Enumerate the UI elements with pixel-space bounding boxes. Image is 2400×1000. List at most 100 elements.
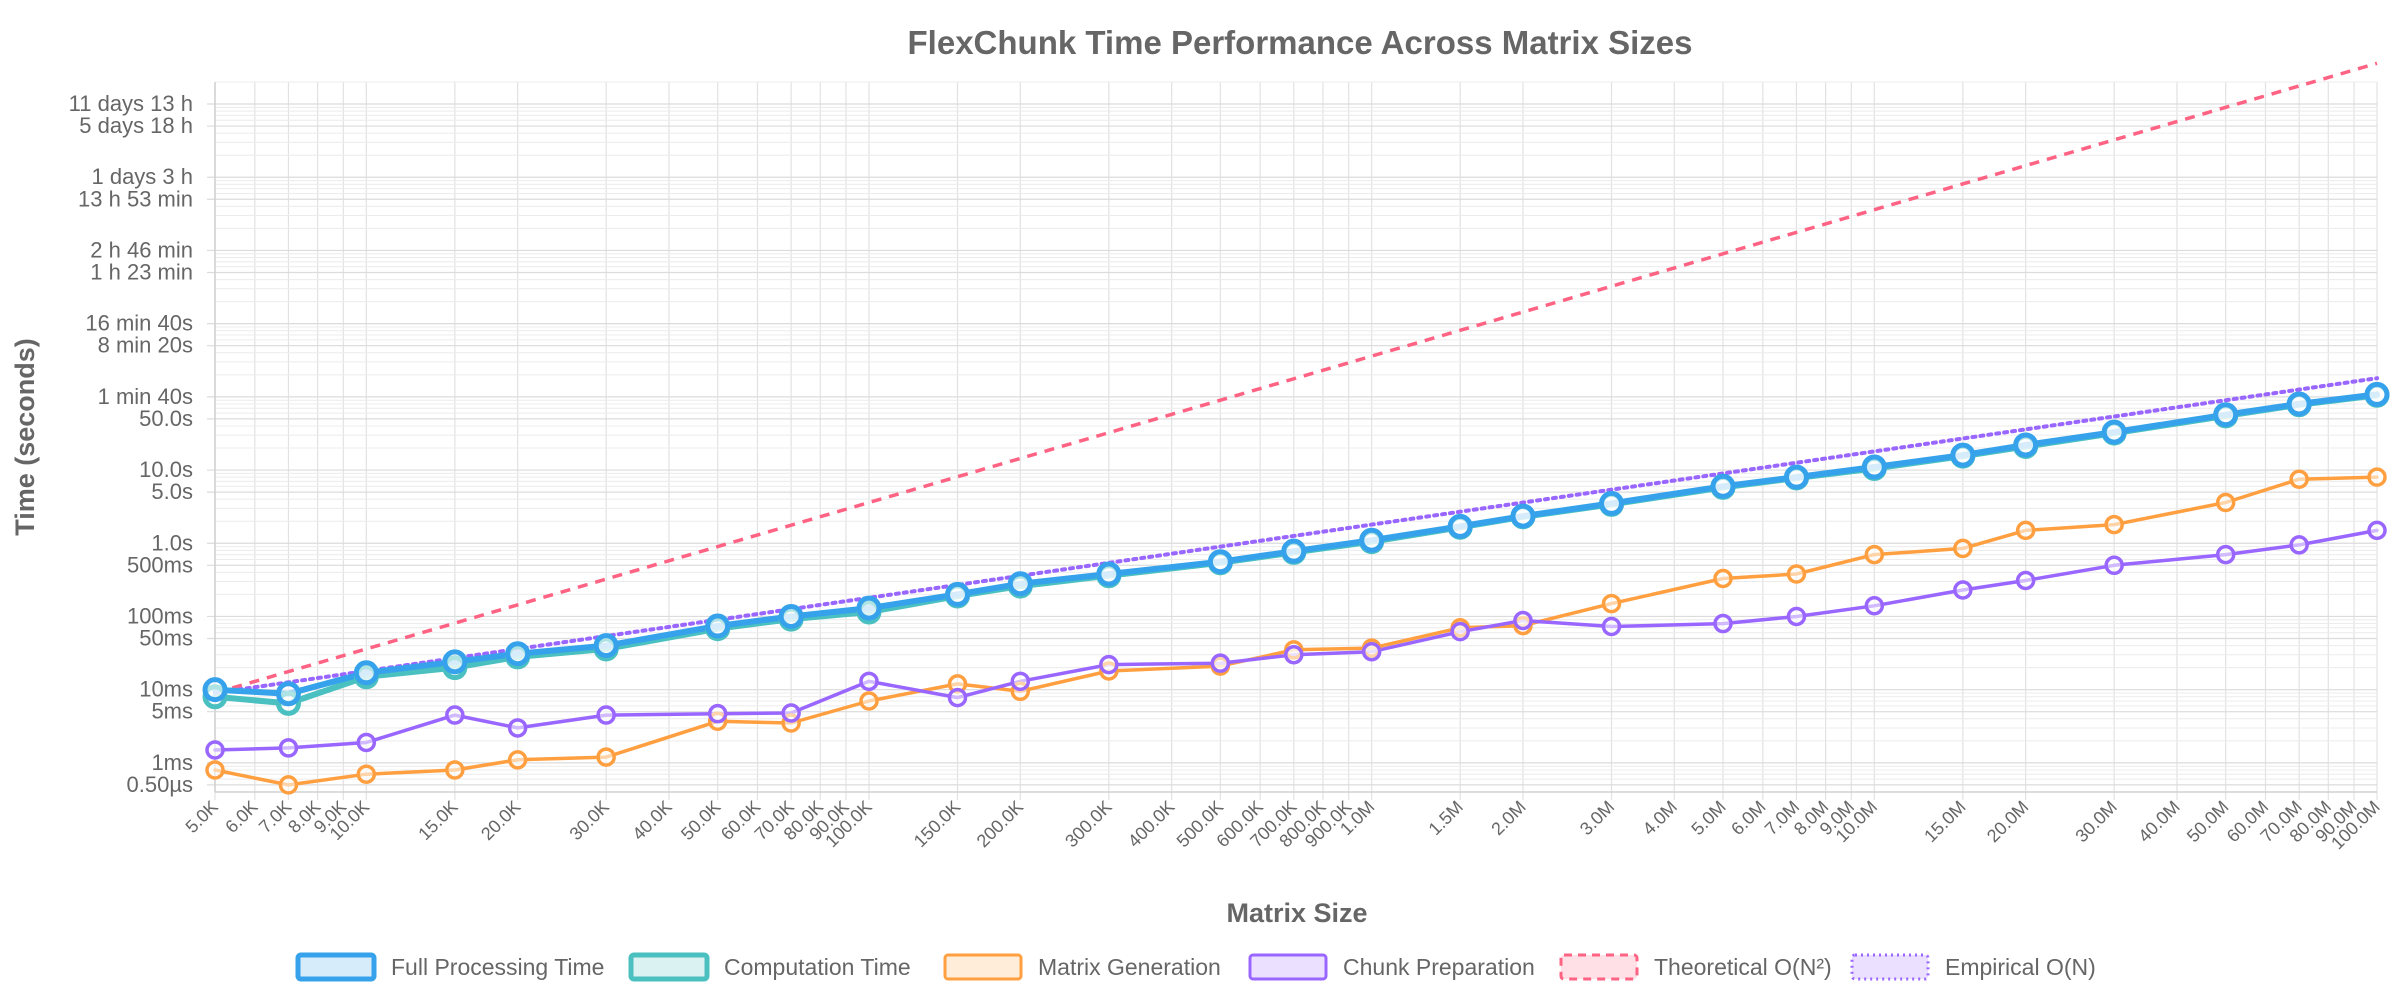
series-line-theoretical-o-n	[214, 61, 2378, 695]
data-point-full-processing-time	[705, 613, 731, 639]
y-tick-label: 5.0s	[151, 479, 193, 504]
y-tick-label: 10ms	[139, 677, 193, 702]
legend-item-full-processing-time: Full Processing Time	[295, 952, 604, 982]
data-point-matrix-generation	[596, 747, 616, 767]
legend-label: Matrix Generation	[1038, 954, 1221, 980]
data-point-full-processing-time	[2213, 402, 2239, 428]
data-point-chunk-preparation	[2215, 544, 2236, 565]
y-tick-label: 1 h 23 min	[90, 259, 193, 284]
data-point-full-processing-time	[1447, 513, 1473, 539]
data-point-full-processing-time	[2286, 391, 2312, 417]
data-point-full-processing-time	[856, 595, 882, 621]
data-point-full-processing-time	[945, 581, 971, 607]
data-point-chunk-preparation	[356, 732, 377, 753]
x-tick-label: 150.0K	[910, 797, 964, 851]
data-point-matrix-generation	[1713, 568, 1733, 589]
y-tick-label: 100ms	[127, 603, 193, 628]
legend-swatch	[1248, 953, 1328, 981]
legend-label: Empirical O(N)	[1945, 954, 2096, 980]
y-tick-label: 50ms	[139, 625, 193, 650]
data-point-chunk-preparation	[1953, 580, 1973, 600]
x-tick-label: 40.0K	[628, 797, 675, 844]
y-tick-label: 1 days 3 h	[91, 164, 193, 189]
y-tick-label: 13 h 53 min	[78, 186, 193, 211]
data-point-matrix-generation	[1601, 593, 1622, 614]
series-lines	[212, 61, 2380, 787]
y-tick-label: 5ms	[151, 699, 193, 724]
legend-swatch	[295, 952, 377, 982]
data-point-chunk-preparation	[1099, 654, 1119, 675]
data-point-full-processing-time	[1598, 490, 1624, 516]
data-point-matrix-generation	[356, 764, 377, 784]
y-tick-label: 1 min 40s	[98, 384, 193, 409]
data-point-full-processing-time	[202, 677, 228, 703]
x-tick-label: 50.0M	[2183, 797, 2233, 847]
x-tick-label: 15.0M	[1920, 797, 1970, 847]
data-point-full-processing-time	[1359, 527, 1385, 553]
data-point-full-processing-time	[1281, 538, 1307, 564]
legend-label: Chunk Preparation	[1343, 954, 1535, 980]
legend-swatch	[1850, 953, 1930, 981]
x-tick-label: 20.0M	[1983, 797, 2033, 847]
legend-item-theoretical-o-n: Theoretical O(N²)	[1559, 953, 1832, 981]
data-point-chunk-preparation	[947, 687, 968, 708]
x-tick-label: 30.0K	[566, 797, 613, 844]
data-point-full-processing-time	[1007, 571, 1033, 597]
x-tick-label: 50.0K	[677, 797, 724, 844]
x-tick-label: 2.0M	[1487, 797, 1529, 839]
data-point-matrix-generation	[2104, 514, 2124, 535]
data-point-chunk-preparation	[507, 718, 528, 738]
x-tick-label: 300.0K	[1061, 797, 1115, 851]
data-point-chunk-preparation	[445, 705, 465, 725]
data-point-chunk-preparation	[1010, 671, 1031, 692]
y-axis-title: Time (seconds)	[10, 338, 40, 536]
x-tick-label: 6.0K	[221, 797, 261, 837]
x-tick-label: 3.0M	[1576, 797, 1618, 839]
data-point-full-processing-time	[2364, 381, 2390, 407]
data-point-matrix-generation	[2367, 467, 2387, 487]
y-tick-label: 16 min 40s	[85, 311, 193, 336]
data-point-full-processing-time	[1510, 503, 1536, 529]
data-point-chunk-preparation	[1210, 653, 1231, 673]
y-tick-label: 1.0s	[151, 530, 193, 555]
data-point-full-processing-time	[1861, 454, 1887, 480]
data-point-matrix-generation	[445, 760, 465, 780]
data-point-chunk-preparation	[278, 738, 299, 758]
legend-label: Computation Time	[724, 954, 911, 980]
data-point-chunk-preparation	[1284, 644, 1304, 665]
data-point-chunk-preparation	[707, 703, 728, 724]
legend-item-computation-time: Computation Time	[628, 952, 911, 982]
data-point-chunk-preparation	[2367, 520, 2387, 541]
data-point-chunk-preparation	[1513, 610, 1533, 631]
data-point-chunk-preparation	[2015, 570, 2036, 591]
x-tick-label: 6.0M	[1727, 797, 1769, 839]
x-tick-label: 5.0M	[1687, 797, 1729, 839]
data-point-full-processing-time	[1950, 442, 1976, 468]
data-point-full-processing-time	[2101, 419, 2127, 445]
data-point-chunk-preparation	[1713, 613, 1733, 634]
data-point-chunk-preparation	[859, 671, 879, 692]
data-point-matrix-generation	[1786, 564, 1807, 584]
data-point-matrix-generation	[2015, 520, 2036, 541]
y-tick-label: 11 days 13 h	[69, 91, 193, 116]
legend-swatch	[943, 953, 1023, 981]
data-point-full-processing-time	[353, 660, 379, 686]
data-point-chunk-preparation	[781, 703, 801, 723]
data-point-chunk-preparation	[2104, 555, 2124, 576]
data-point-chunk-preparation	[1450, 621, 1470, 642]
x-tick-label: 1.5M	[1425, 797, 1467, 839]
data-point-full-processing-time	[1783, 464, 1809, 490]
data-point-chunk-preparation	[1786, 606, 1807, 627]
data-point-chunk-preparation	[596, 705, 616, 725]
y-tick-label: 0.50µs	[127, 772, 194, 797]
x-tick-label: 30.0M	[2071, 797, 2121, 847]
y-tick-label: 1ms	[151, 750, 193, 775]
y-tick-label: 2 h 46 min	[90, 237, 193, 262]
x-tick-label: 200.0K	[973, 797, 1027, 851]
y-tick-label: 8 min 20s	[98, 333, 193, 358]
data-point-chunk-preparation	[2289, 535, 2309, 555]
data-point-matrix-generation	[859, 691, 879, 711]
